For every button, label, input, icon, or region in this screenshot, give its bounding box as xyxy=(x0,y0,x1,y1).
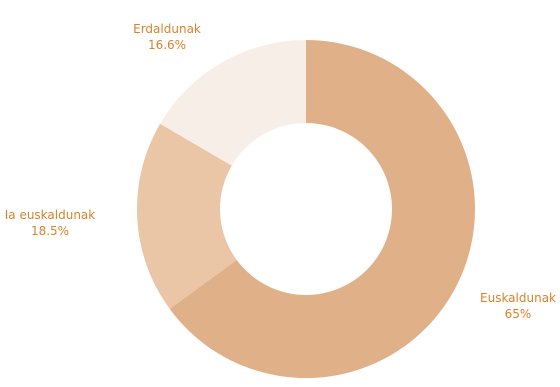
slice-ia-euskaldunak[interactable] xyxy=(137,123,237,309)
slice-label-name: Erdaldunak xyxy=(133,22,201,36)
slice-label-name: Euskaldunak xyxy=(480,291,556,305)
slice-euskaldunak[interactable] xyxy=(169,40,476,378)
slices-group xyxy=(137,40,476,378)
slice-label-value: 16.6% xyxy=(148,38,186,52)
slice-erdaldunak[interactable] xyxy=(160,40,306,166)
labels-group: Euskaldunak 65% Ia euskaldunak 18.5% Erdaldu… xyxy=(5,22,556,321)
slice-label-value: 18.5% xyxy=(31,224,69,238)
slice-label-name: Ia euskaldunak xyxy=(5,208,96,222)
slice-label-value: 65% xyxy=(505,307,532,321)
